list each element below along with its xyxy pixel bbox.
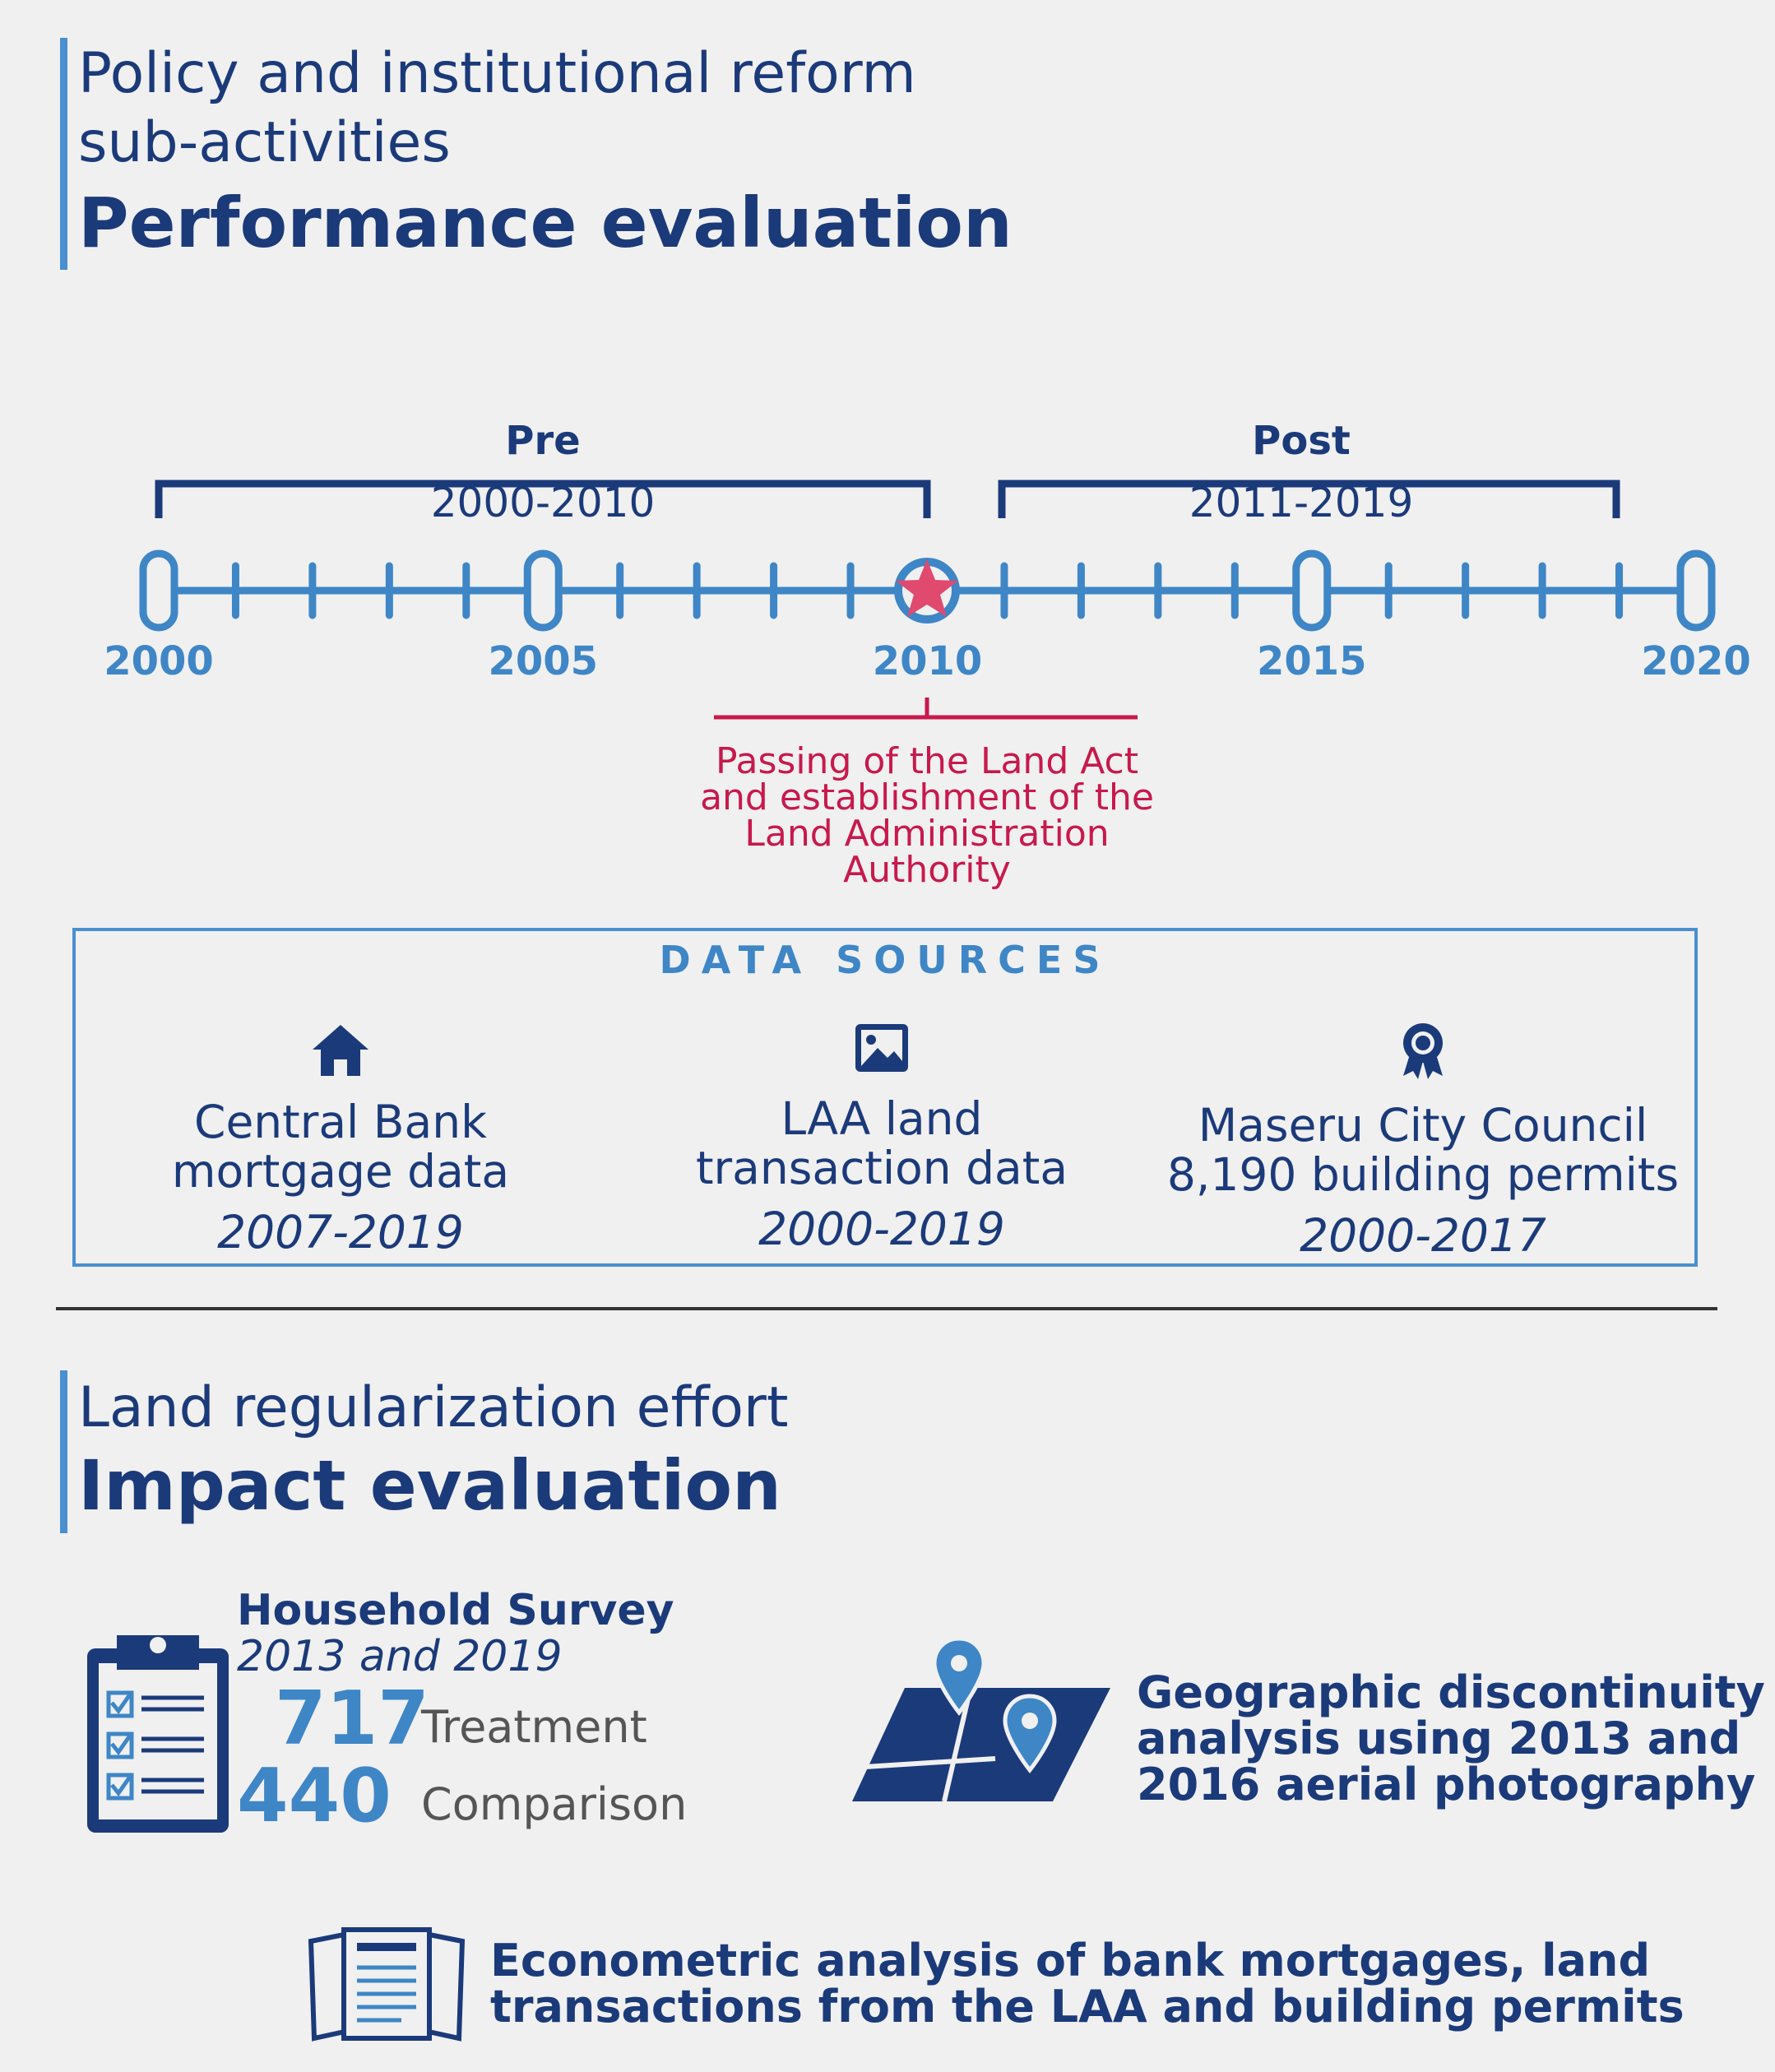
household-title: Household Survey xyxy=(237,1586,674,1635)
geo-line1: Geographic discontinuity xyxy=(1137,1666,1765,1718)
clipboard-icon xyxy=(87,1635,229,1833)
post-bracket xyxy=(998,480,1620,518)
timeline: Pre 2000-2010 Post 2011-2019 2000 2005 201… xyxy=(104,418,1751,891)
econ-line1: Econometric analysis of bank mortgages, … xyxy=(490,1935,1651,1986)
section2-accent-bar xyxy=(60,1370,67,1533)
central-bank-line2: mortgage data xyxy=(171,1145,510,1198)
data-source-maseru-text: Maseru City Council 8,190 building permi… xyxy=(1152,1101,1694,1199)
maseru-line1: Maseru City Council xyxy=(1198,1099,1648,1152)
section2-title: Land regularization effort xyxy=(78,1375,789,1440)
major-tick-2015 xyxy=(1292,549,1332,632)
data-sources-title: DATA SOURCES xyxy=(659,938,1111,982)
data-sources-panel: DATA SOURCES Central Bank mortgage data … xyxy=(72,928,1698,1267)
treatment-count: 717 xyxy=(275,1676,429,1762)
geo-text: Geographic discontinuity analysis using … xyxy=(1137,1670,1765,1808)
house-icon xyxy=(313,1025,368,1076)
image-icon xyxy=(855,1024,908,1072)
central-bank-line1: Central Bank xyxy=(194,1096,487,1148)
section-divider xyxy=(56,1307,1717,1310)
data-source-laa: LAA land transaction data 2000-2019 xyxy=(610,1022,1153,1255)
laa-years: 2000-2019 xyxy=(758,1203,1005,1255)
data-source-laa-text: LAA land transaction data xyxy=(610,1094,1153,1193)
map-pins-icon xyxy=(852,1637,1110,1802)
major-tick-2000 xyxy=(139,549,178,632)
geo-line3: 2016 aerial photography xyxy=(1137,1759,1756,1810)
year-label-2005: 2005 xyxy=(488,638,598,684)
household-years: 2013 and 2019 xyxy=(237,1632,563,1681)
laa-line2: transaction data xyxy=(695,1142,1068,1194)
year-label-2015: 2015 xyxy=(1257,638,1367,684)
pre-bracket xyxy=(155,480,931,518)
econ-text: Econometric analysis of bank mortgages, … xyxy=(490,1938,1685,2030)
event-line-3: Land Administration xyxy=(744,813,1109,855)
section1-title-line1: Policy and institutional reform xyxy=(78,41,916,106)
maseru-years: 2000-2017 xyxy=(1300,1209,1546,1262)
post-range: 2011-2019 xyxy=(1189,479,1414,526)
section-accent-bar xyxy=(60,38,67,270)
event-line-2: and establishment of the xyxy=(700,776,1154,818)
geo-line2: analysis using 2013 and xyxy=(1137,1713,1741,1764)
year-label-2010: 2010 xyxy=(873,638,983,684)
pre-label: Pre xyxy=(505,418,580,464)
documents-icon xyxy=(308,1927,466,2042)
maseru-line2: 8,190 building permits xyxy=(1166,1148,1680,1201)
comparison-label: Comparison xyxy=(421,1778,688,1830)
laa-line1: LAA land xyxy=(781,1092,983,1145)
central-bank-years: 2007-2019 xyxy=(217,1206,464,1258)
major-tick-2005 xyxy=(523,549,563,632)
major-tick-2020 xyxy=(1676,549,1716,632)
event-line-4: Authority xyxy=(843,849,1011,891)
year-label-2000: 2000 xyxy=(104,638,214,684)
event-line-1: Passing of the Land Act xyxy=(716,740,1138,782)
data-source-maseru: Maseru City Council 8,190 building permi… xyxy=(1152,1022,1694,1262)
event-star-marker xyxy=(894,558,960,623)
award-icon xyxy=(1403,1023,1443,1079)
section1-title-line2: sub-activities xyxy=(78,110,451,175)
econ-line2: transactions from the LAA and building p… xyxy=(490,1981,1685,2033)
pre-range: 2000-2010 xyxy=(431,479,656,526)
year-label-2020: 2020 xyxy=(1641,638,1751,684)
treatment-label: Treatment xyxy=(421,1701,647,1753)
event-bracket xyxy=(714,698,1138,720)
section1-heading: Performance evaluation xyxy=(78,183,1013,263)
star-icon xyxy=(896,559,958,617)
post-label: Post xyxy=(1252,418,1351,464)
comparison-count: 440 xyxy=(237,1753,392,1839)
data-source-central-bank: Central Bank mortgage data 2007-2019 xyxy=(69,1022,612,1258)
section2-heading: Impact evaluation xyxy=(78,1445,781,1526)
data-source-central-bank-text: Central Bank mortgage data xyxy=(69,1097,612,1196)
